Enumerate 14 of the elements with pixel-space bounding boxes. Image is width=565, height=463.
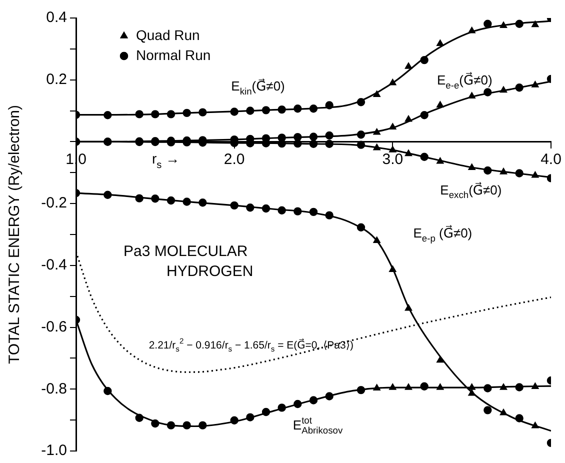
y-tick-label: 0.4: [46, 9, 67, 26]
y-axis-title: TOTAL STATIC ENERGY (Ry/electron): [6, 105, 24, 364]
x-tick-label: 2.0: [224, 150, 245, 168]
y-tick-label: 0.2: [46, 71, 67, 88]
y-tick-label: -0.2: [41, 194, 67, 212]
y-tick-label: -0.8: [41, 380, 67, 398]
legend-label: Normal Run: [136, 46, 211, 63]
legend-label: Quad Run: [136, 26, 200, 43]
x-tick-label: 3.0: [382, 150, 404, 168]
y-tick-label: -0.4: [41, 256, 67, 274]
x-tick-label: 4.0: [540, 150, 562, 168]
y-tick-label: -0.6: [41, 318, 67, 336]
annotation: Pa3 MOLECULAR HYDROGEN: [124, 243, 254, 280]
y-tick-label: -1.0: [41, 442, 67, 460]
